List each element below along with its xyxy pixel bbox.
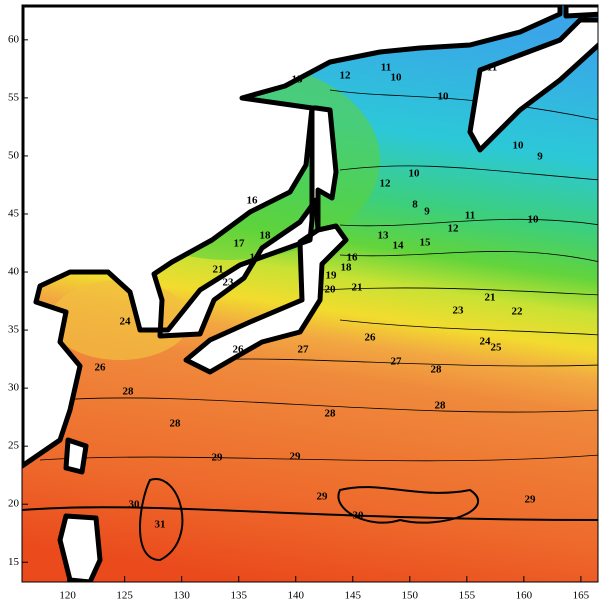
contour-label: 31 (155, 519, 166, 531)
contour-label: 19 (250, 252, 262, 264)
x-tick-label: 160 (516, 590, 533, 602)
contour-label: 17 (234, 238, 246, 250)
x-tick-label: 140 (287, 590, 304, 602)
contour-label: 13 (378, 230, 390, 242)
y-tick-label: 35 (8, 324, 20, 336)
contour-label: 28 (435, 400, 447, 412)
contour-label: 27 (298, 344, 310, 356)
contour-label: 26 (233, 344, 245, 356)
y-tick-label: 60 (8, 33, 20, 45)
contour-label: 10 (438, 91, 450, 103)
contour-label: 22 (512, 306, 524, 318)
contour-label: 18 (260, 230, 272, 242)
contour-label: 12 (380, 178, 392, 190)
contour-label: 23 (453, 305, 465, 317)
contour-label: 29 (525, 494, 537, 506)
contour-label: 15 (292, 74, 304, 86)
map-area (22, 5, 598, 582)
contour-label: 24 (120, 316, 132, 328)
contour-label: 27 (391, 356, 403, 368)
contour-label: 12 (448, 223, 460, 235)
x-tick-label: 135 (230, 590, 247, 602)
contour-label: 20 (325, 284, 337, 296)
land (22, 5, 598, 582)
contour-label: 12 (340, 70, 352, 82)
contour-label: 28 (123, 386, 135, 398)
contour-label: 10 (528, 214, 540, 226)
y-tick-label: 40 (8, 266, 20, 278)
contour-label: 16 (347, 252, 359, 264)
y-tick-label: 55 (8, 91, 20, 103)
contour-label: 21 (213, 264, 224, 276)
contour-label: 18 (341, 262, 353, 274)
contour-label: 24 (480, 336, 492, 348)
contour-label: 28 (170, 418, 182, 430)
y-tick-label: 50 (8, 149, 20, 161)
x-tick-label: 155 (459, 590, 476, 602)
contour-label: 14 (393, 240, 405, 252)
contour-label: 10 (409, 168, 421, 180)
contour-label: 10 (391, 72, 403, 84)
contour-label: 28 (325, 408, 337, 420)
x-tick-label: 150 (402, 590, 419, 602)
contour-label: 23 (223, 277, 235, 289)
contour-label: 26 (365, 332, 377, 344)
x-tick-label: 165 (573, 590, 590, 602)
y-tick-label: 45 (8, 208, 20, 220)
contour-label: 9 (537, 151, 543, 163)
contour-label: 10 (513, 140, 525, 152)
contour-label: 21 (352, 282, 363, 294)
plot-frame (21, 4, 599, 583)
x-tick-label: 130 (173, 590, 190, 602)
contour-label: 8 (412, 199, 418, 211)
contour-label: 19 (326, 270, 338, 282)
x-tick-label: 125 (116, 590, 133, 602)
isotherms (22, 89, 598, 562)
contour-label: 30 (353, 510, 365, 522)
y-tick-label: 15 (8, 556, 20, 568)
contour-label: 29 (212, 452, 224, 464)
contour-label: 26 (95, 362, 107, 374)
contour-label: 11 (465, 210, 475, 222)
contour-label: 28 (431, 364, 443, 376)
y-tick-label: 30 (8, 382, 20, 394)
contour-label: 11 (487, 62, 497, 74)
contour-label: 15 (420, 237, 432, 249)
contour-label: 30 (129, 499, 141, 511)
y-tick-label: 25 (8, 440, 20, 452)
contour-label: 29 (317, 491, 329, 503)
contour-label: 21 (485, 292, 496, 304)
contour-label: 29 (290, 451, 302, 463)
contour-label: 16 (247, 195, 259, 207)
contour-label: 25 (491, 342, 503, 354)
contour-label: 9 (424, 206, 430, 218)
x-tick-label: 120 (59, 590, 76, 602)
contour-label: 11 (381, 62, 391, 74)
x-tick-label: 145 (345, 590, 362, 602)
y-tick-label: 20 (8, 498, 20, 510)
